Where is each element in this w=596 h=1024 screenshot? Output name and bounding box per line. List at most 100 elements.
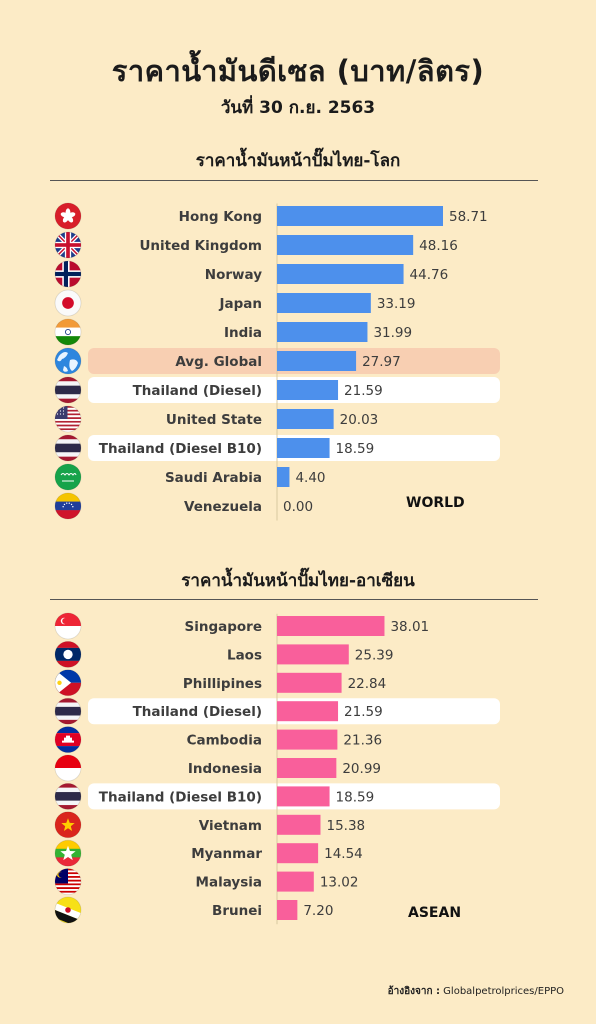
bar-japan-3 [277,293,371,313]
value-label-thailand-diesel-b10-6: 18.59 [336,789,375,805]
cambodia-flag-icon [54,726,82,754]
hong-kong-flag-icon [54,202,82,230]
category-label-myanmar-8: Myanmar [191,846,262,862]
value-label-saudi-arabia-9: 4.40 [295,470,325,486]
value-label-phillipines-2: 22.84 [348,676,387,692]
value-label-thailand-diesel-b10-8: 18.59 [336,441,375,457]
norway-flag-icon [54,260,82,288]
category-label-saudi-arabia-9: Saudi Arabia [165,470,262,486]
vietnam-flag-icon [54,811,82,839]
value-label-laos-1: 25.39 [355,647,394,663]
bar-phillipines-2 [277,672,342,693]
singapore-flag-icon [54,612,82,640]
indonesia-flag-icon [54,754,82,782]
united-kingdom-flag-icon [54,231,82,259]
asean-corner-label: ASEAN [408,905,461,921]
world-price-chart: Hong Kong 58.71 United Kingdom 48.16 Norway 4… [54,202,500,521]
bar-thailand-diesel-b10-6 [277,786,330,807]
japan-flag-icon [54,289,82,317]
category-label-venezuela-10: Venezuela [184,499,262,515]
bar-avg-global-5 [277,351,357,371]
bar-malaysia-9 [277,871,314,892]
category-label-brunei-10: Brunei [212,903,262,919]
value-label-avg-global-5: 27.97 [362,354,401,370]
bar-singapore-0 [277,616,385,636]
malaysia-flag-icon [54,868,82,896]
bar-norway-2 [277,264,404,284]
world-divider [50,180,538,181]
category-label-india-4: India [224,325,262,341]
value-label-norway-2: 44.76 [410,267,449,283]
value-label-brunei-10: 7.20 [303,903,333,919]
value-label-hong-kong-0: 58.71 [449,209,488,225]
bar-laos-1 [277,644,349,665]
world-section-title: ราคาน้ำมันหน้าปั๊มไทย-โลก [195,151,401,171]
value-label-cambodia-4: 21.36 [343,733,382,749]
category-label-malaysia-9: Malaysia [196,875,262,891]
category-label-thailand-diesel-6: Thailand (Diesel) [133,383,262,399]
world-corner-label: WORLD [406,495,465,511]
bar-united-kingdom-1 [277,235,414,255]
category-label-japan-3: Japan [218,296,262,312]
bar-united-state-7 [277,409,334,429]
venezuela-flag-icon [54,492,82,520]
value-label-venezuela-10: 0.00 [283,499,313,515]
category-label-indonesia-5: Indonesia [188,761,262,777]
category-label-cambodia-4: Cambodia [187,733,262,749]
value-label-malaysia-9: 13.02 [320,875,359,891]
bar-hong-kong-0 [277,206,443,226]
bar-india-4 [277,322,368,342]
source-label: อ้างอิงจาก : [387,986,440,997]
asean-price-chart: Singapore 38.01 Laos 25.39 Phillipines 22.84 T… [54,612,500,925]
category-label-phillipines-2: Phillipines [183,676,262,692]
bar-brunei-10 [277,900,298,920]
asean-divider [50,599,538,600]
thailand-flag-icon [54,376,82,404]
thailand-flag-icon [54,434,82,462]
asean-section-title: ราคาน้ำมันหน้าปั๊มไทย-อาเซียน [181,571,415,591]
bar-myanmar-8 [277,843,319,864]
category-label-united-kingdom-1: United Kingdom [139,238,262,254]
bar-vietnam-7 [277,814,321,835]
value-label-vietnam-7: 15.38 [326,818,365,834]
globe-icon [54,347,82,375]
category-label-avg-global-5: Avg. Global [175,354,262,370]
category-label-thailand-diesel-b10-8: Thailand (Diesel B10) [99,441,262,457]
value-label-japan-3: 33.19 [377,296,416,312]
value-label-india-4: 31.99 [373,325,412,341]
category-label-hong-kong-0: Hong Kong [179,209,262,225]
category-label-thailand-diesel-3: Thailand (Diesel) [133,704,262,720]
value-label-thailand-diesel-6: 21.59 [344,383,383,399]
category-label-thailand-diesel-b10-6: Thailand (Diesel B10) [99,789,262,805]
value-label-united-kingdom-1: 48.16 [419,238,458,254]
category-label-singapore-0: Singapore [185,619,263,635]
value-label-singapore-0: 38.01 [390,619,429,635]
category-label-norway-2: Norway [205,267,262,283]
category-label-laos-1: Laos [227,647,262,663]
bar-thailand-diesel-3 [277,701,339,722]
saudi-arabia-flag-icon [54,463,82,491]
bar-cambodia-4 [277,729,338,750]
india-flag-icon [54,318,82,346]
category-label-vietnam-7: Vietnam [199,818,262,834]
philippines-flag-icon [54,669,82,697]
source-text: Globalpetrolprices/EPPO [443,986,564,997]
value-label-thailand-diesel-3: 21.59 [344,704,383,720]
bar-thailand-diesel-b10-8 [277,438,330,458]
value-label-united-state-7: 20.03 [340,412,379,428]
bar-thailand-diesel-6 [277,380,339,400]
source-note: อ้างอิงจาก : Globalpetrolprices/EPPO [388,984,564,999]
page-subtitle: วันที่ 30 ก.ย. 2563 [220,98,376,118]
value-label-myanmar-8: 14.54 [324,846,363,862]
myanmar-flag-icon [54,839,82,867]
united-states-flag-icon [54,405,82,433]
thailand-flag-icon [54,782,82,810]
brunei-flag-icon [54,896,82,924]
category-label-united-state-7: United State [166,412,262,428]
bar-saudi-arabia-9 [277,467,290,487]
bar-indonesia-5 [277,758,337,778]
page-title: ราคาน้ำมันดีเซล (บาท/ลิตร) [111,54,485,88]
laos-flag-icon [54,641,82,668]
thailand-flag-icon [54,697,82,725]
value-label-indonesia-5: 20.99 [342,761,381,777]
